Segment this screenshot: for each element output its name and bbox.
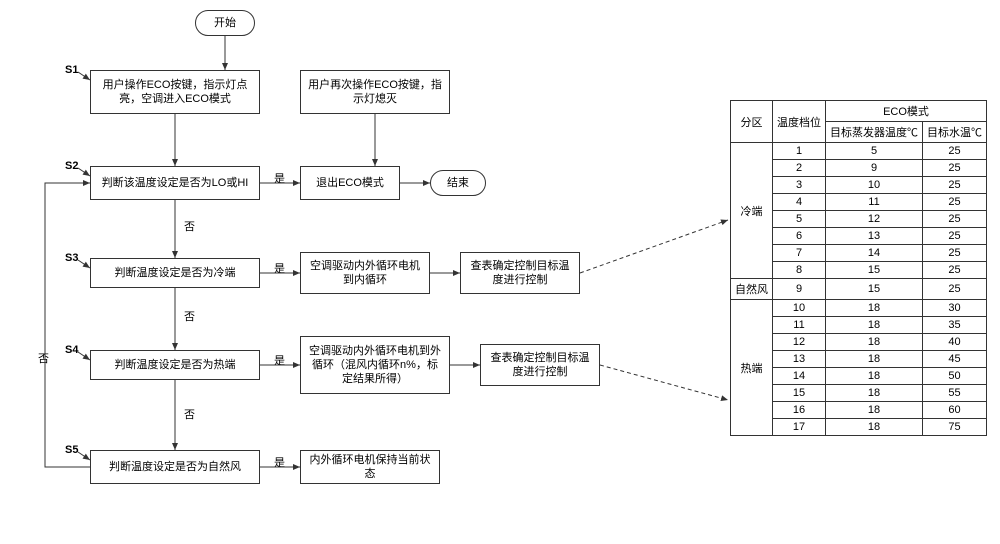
step-s1: S1 (65, 64, 78, 76)
water-cell: 25 (923, 245, 987, 262)
water-cell: 25 (923, 228, 987, 245)
water-cell: 35 (923, 317, 987, 334)
node-s5: 判断温度设定是否为自然风 (90, 450, 260, 484)
water-cell: 40 (923, 334, 987, 351)
water-cell: 60 (923, 402, 987, 419)
evap-cell: 18 (826, 300, 923, 317)
evap-cell: 18 (826, 385, 923, 402)
evap-cell: 5 (826, 143, 923, 160)
water-cell: 55 (923, 385, 987, 402)
th-zone: 分区 (731, 101, 773, 143)
step-s3: S3 (65, 252, 78, 264)
node-s2: 判断该温度设定是否为LO或HI (90, 166, 260, 200)
evap-cell: 14 (826, 245, 923, 262)
evap-cell: 10 (826, 177, 923, 194)
step-s5: S5 (65, 444, 78, 456)
node-s5r: 内外循环电机保持当前状态 (300, 450, 440, 484)
node-exit-eco: 退出ECO模式 (300, 166, 400, 200)
zone-cell: 自然风 (731, 279, 773, 300)
level-cell: 12 (773, 334, 826, 351)
level-cell: 8 (773, 262, 826, 279)
node-s3r: 空调驱动内外循环电机到内循环 (300, 252, 430, 294)
eco-table: 分区 温度档位 ECO模式 目标蒸发器温度℃ 目标水温℃ 冷端152529253… (730, 100, 987, 436)
level-cell: 11 (773, 317, 826, 334)
node-s4r: 空调驱动内外循环电机到外循环（混风内循环n%，标定结果所得） (300, 336, 450, 394)
water-cell: 30 (923, 300, 987, 317)
evap-cell: 18 (826, 402, 923, 419)
evap-cell: 13 (826, 228, 923, 245)
lbl-s5-yes: 是 (272, 454, 287, 470)
zone-cell: 冷端 (731, 143, 773, 279)
water-cell: 25 (923, 211, 987, 228)
level-cell: 3 (773, 177, 826, 194)
node-eco-off: 用户再次操作ECO按键，指示灯熄灭 (300, 70, 450, 114)
lbl-s4-no: 否 (182, 406, 197, 422)
step-s4: S4 (65, 344, 78, 356)
level-cell: 16 (773, 402, 826, 419)
node-s4: 判断温度设定是否为热端 (90, 350, 260, 380)
evap-cell: 18 (826, 351, 923, 368)
evap-cell: 11 (826, 194, 923, 211)
evap-cell: 18 (826, 334, 923, 351)
th-level: 温度档位 (773, 101, 826, 143)
level-cell: 4 (773, 194, 826, 211)
level-cell: 6 (773, 228, 826, 245)
lbl-s5-no: 否 (36, 350, 51, 366)
lbl-s4-yes: 是 (272, 352, 287, 368)
th-evap: 目标蒸发器温度℃ (826, 122, 923, 143)
water-cell: 25 (923, 279, 987, 300)
water-cell: 50 (923, 368, 987, 385)
level-cell: 7 (773, 245, 826, 262)
water-cell: 25 (923, 262, 987, 279)
evap-cell: 18 (826, 368, 923, 385)
level-cell: 10 (773, 300, 826, 317)
lbl-s3-no: 否 (182, 308, 197, 324)
table-row: 热端101830 (731, 300, 987, 317)
evap-cell: 18 (826, 317, 923, 334)
level-cell: 17 (773, 419, 826, 436)
end-node: 结束 (430, 170, 486, 196)
lbl-s3-yes: 是 (272, 260, 287, 276)
water-cell: 25 (923, 143, 987, 160)
level-cell: 5 (773, 211, 826, 228)
evap-cell: 12 (826, 211, 923, 228)
evap-cell: 15 (826, 279, 923, 300)
level-cell: 1 (773, 143, 826, 160)
step-s2: S2 (65, 160, 78, 172)
lbl-s2-yes: 是 (272, 170, 287, 186)
evap-cell: 9 (826, 160, 923, 177)
level-cell: 13 (773, 351, 826, 368)
lbl-s2-no: 否 (182, 218, 197, 234)
level-cell: 2 (773, 160, 826, 177)
water-cell: 45 (923, 351, 987, 368)
th-water: 目标水温℃ (923, 122, 987, 143)
water-cell: 25 (923, 160, 987, 177)
level-cell: 14 (773, 368, 826, 385)
node-s4rr: 查表确定控制目标温度进行控制 (480, 344, 600, 386)
node-s3: 判断温度设定是否为冷端 (90, 258, 260, 288)
node-s1: 用户操作ECO按键，指示灯点亮，空调进入ECO模式 (90, 70, 260, 114)
level-cell: 9 (773, 279, 826, 300)
zone-cell: 热端 (731, 300, 773, 436)
water-cell: 75 (923, 419, 987, 436)
water-cell: 25 (923, 194, 987, 211)
level-cell: 15 (773, 385, 826, 402)
evap-cell: 15 (826, 262, 923, 279)
water-cell: 25 (923, 177, 987, 194)
start-node: 开始 (195, 10, 255, 36)
th-mode: ECO模式 (826, 101, 987, 122)
table-row: 冷端1525 (731, 143, 987, 160)
evap-cell: 18 (826, 419, 923, 436)
table-row: 自然风91525 (731, 279, 987, 300)
node-s3rr: 查表确定控制目标温度进行控制 (460, 252, 580, 294)
